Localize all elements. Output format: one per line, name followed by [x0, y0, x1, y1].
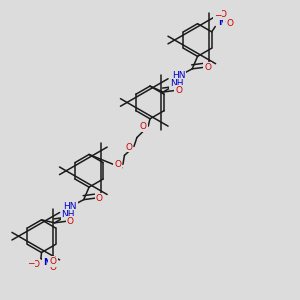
Text: O: O	[175, 86, 182, 95]
Text: O: O	[67, 217, 73, 226]
Text: O: O	[220, 10, 226, 19]
Text: O: O	[32, 260, 39, 269]
Text: NH: NH	[170, 79, 184, 88]
Text: O: O	[50, 257, 57, 266]
Text: O: O	[114, 160, 121, 169]
Text: N: N	[43, 258, 51, 267]
Text: O: O	[96, 194, 103, 203]
Text: N: N	[218, 18, 226, 27]
Text: O: O	[204, 63, 211, 72]
Text: HN: HN	[172, 71, 185, 80]
Text: HN: HN	[63, 202, 77, 211]
Text: +: +	[48, 257, 55, 266]
Text: O: O	[140, 122, 147, 131]
Text: NH: NH	[61, 210, 75, 219]
Text: O: O	[226, 19, 234, 28]
Text: −: −	[27, 258, 34, 267]
Text: O: O	[50, 263, 57, 272]
Text: +: +	[224, 17, 230, 26]
Text: −: −	[214, 10, 221, 19]
Text: O: O	[125, 142, 132, 152]
